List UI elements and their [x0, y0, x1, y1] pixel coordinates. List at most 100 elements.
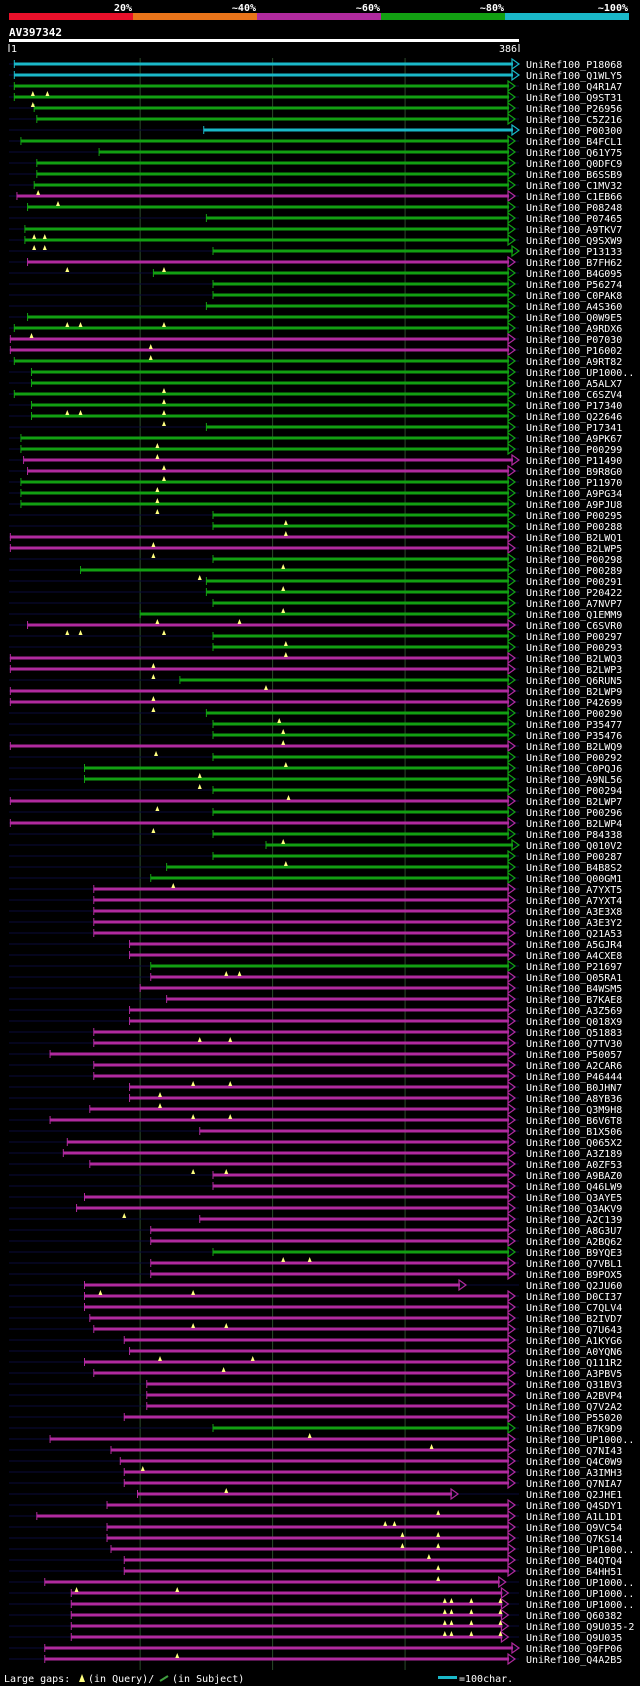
- hit-label[interactable]: UniRef100_P00294: [526, 786, 622, 797]
- hit-row[interactable]: UniRef100_A5ALX7: [9, 376, 622, 390]
- hit-label[interactable]: UniRef100_Q010V2: [526, 841, 622, 852]
- hit-label[interactable]: UniRef100_Q00GM1: [526, 874, 622, 885]
- hit-label[interactable]: UniRef100_Q7TV30: [526, 1039, 622, 1050]
- hit-label[interactable]: UniRef100_B9YQE3: [526, 1248, 622, 1259]
- hit-label[interactable]: UniRef100_P07465: [526, 214, 622, 225]
- hit-label[interactable]: UniRef100_B2LWQ9: [526, 742, 622, 753]
- hit-row[interactable]: UniRef100_Q7VBL1: [9, 1256, 622, 1270]
- hit-label[interactable]: UniRef100_UP1000..: [526, 1600, 634, 1611]
- hit-label[interactable]: UniRef100_B4FCL1: [526, 137, 622, 148]
- hit-row[interactable]: UniRef100_Q111R2: [9, 1355, 622, 1369]
- hit-label[interactable]: UniRef100_P17340: [526, 401, 622, 412]
- hit-label[interactable]: UniRef100_A1L1D1: [526, 1512, 622, 1523]
- hit-label[interactable]: UniRef100_Q61Y75: [526, 148, 622, 159]
- hit-row[interactable]: UniRef100_B6SSB9: [9, 167, 622, 181]
- hit-row[interactable]: UniRef100_P35477: [9, 717, 622, 731]
- hit-row[interactable]: UniRef100_Q2JU60: [9, 1278, 622, 1292]
- hit-label[interactable]: UniRef100_A2CAR6: [526, 1061, 622, 1072]
- hit-row[interactable]: UniRef100_Q9U035: [9, 1630, 622, 1644]
- hit-row[interactable]: UniRef100_Q9ST31: [9, 90, 622, 104]
- hit-label[interactable]: UniRef100_A2BQ62: [526, 1237, 622, 1248]
- hit-row[interactable]: UniRef100_B2LWP9: [9, 684, 622, 698]
- hit-label[interactable]: UniRef100_P16002: [526, 346, 622, 357]
- hit-label[interactable]: UniRef100_P00288: [526, 522, 622, 533]
- hit-row[interactable]: UniRef100_B7KAE8: [9, 992, 622, 1006]
- hit-row[interactable]: UniRef100_P17341: [9, 420, 622, 434]
- hit-row[interactable]: UniRef100_UP1000..: [9, 1542, 634, 1556]
- hit-row[interactable]: UniRef100_C5Z216: [9, 112, 622, 126]
- hit-row[interactable]: UniRef100_A2CAR6: [9, 1058, 622, 1072]
- hit-label[interactable]: UniRef100_B6V6T8: [526, 1116, 622, 1127]
- hit-row[interactable]: UniRef100_B2LWQ9: [9, 739, 622, 753]
- hit-label[interactable]: UniRef100_P00291: [526, 577, 622, 588]
- hit-row[interactable]: UniRef100_Q3AKV9: [9, 1201, 622, 1215]
- hit-label[interactable]: UniRef100_B7K9D9: [526, 1424, 622, 1435]
- hit-row[interactable]: UniRef100_C1MV32: [9, 178, 622, 192]
- hit-row[interactable]: UniRef100_A7YXT5: [9, 882, 622, 896]
- hit-row[interactable]: UniRef100_B4QTQ4: [9, 1553, 622, 1567]
- hit-row[interactable]: UniRef100_UP1000..: [9, 1575, 634, 1589]
- hit-label[interactable]: UniRef100_A5ALX7: [526, 379, 622, 390]
- hit-label[interactable]: UniRef100_A8G3U7: [526, 1226, 622, 1237]
- hit-row[interactable]: UniRef100_A2C139: [9, 1212, 622, 1226]
- hit-label[interactable]: UniRef100_A3IMH3: [526, 1468, 622, 1479]
- hit-label[interactable]: UniRef100_Q0W9E5: [526, 313, 622, 324]
- hit-row[interactable]: UniRef100_Q7NIA7: [9, 1476, 622, 1490]
- hit-label[interactable]: UniRef100_P35477: [526, 720, 622, 731]
- hit-row[interactable]: UniRef100_B2IVD7: [9, 1311, 622, 1325]
- hit-row[interactable]: UniRef100_B2LWP3: [9, 662, 622, 676]
- hit-label[interactable]: UniRef100_A9PJU8: [526, 500, 622, 511]
- hit-row[interactable]: UniRef100_P00289: [9, 563, 622, 577]
- hit-row[interactable]: UniRef100_Q9SXW9: [9, 233, 622, 247]
- hit-row[interactable]: UniRef100_Q7U643: [9, 1322, 622, 1336]
- hit-row[interactable]: UniRef100_Q0DFC9: [9, 156, 622, 170]
- hit-row[interactable]: UniRef100_Q010V2: [9, 838, 622, 852]
- hit-row[interactable]: UniRef100_Q018X9: [9, 1014, 622, 1028]
- hit-label[interactable]: UniRef100_UP1000..: [526, 1545, 634, 1556]
- hit-row[interactable]: UniRef100_A4CXE8: [9, 948, 622, 962]
- hit-row[interactable]: UniRef100_A0ZF53: [9, 1157, 622, 1171]
- hit-row[interactable]: UniRef100_P00292: [9, 750, 622, 764]
- hit-label[interactable]: UniRef100_UP1000..: [526, 368, 634, 379]
- hit-row[interactable]: UniRef100_B4B8S2: [9, 860, 622, 874]
- hit-row[interactable]: UniRef100_Q7V2A2: [9, 1399, 622, 1413]
- hit-label[interactable]: UniRef100_C6SVR0: [526, 621, 622, 632]
- hit-row[interactable]: UniRef100_B1X506: [9, 1124, 622, 1138]
- hit-label[interactable]: UniRef100_Q2JU60: [526, 1281, 622, 1292]
- hit-label[interactable]: UniRef100_Q7V2A2: [526, 1402, 622, 1413]
- hit-row[interactable]: UniRef100_B9R8G0: [9, 464, 622, 478]
- hit-row[interactable]: UniRef100_P50057: [9, 1047, 622, 1061]
- hit-row[interactable]: UniRef100_P00300: [9, 123, 622, 137]
- hit-row[interactable]: UniRef100_Q2JHE1: [9, 1487, 622, 1501]
- hit-label[interactable]: UniRef100_A0YQN6: [526, 1347, 622, 1358]
- hit-label[interactable]: UniRef100_A3PBV5: [526, 1369, 622, 1380]
- hit-row[interactable]: UniRef100_Q0W9E5: [9, 310, 622, 324]
- hit-label[interactable]: UniRef100_Q9FP06: [526, 1644, 622, 1655]
- hit-row[interactable]: UniRef100_Q00GM1: [9, 871, 622, 885]
- hit-label[interactable]: UniRef100_P21697: [526, 962, 622, 973]
- hit-label[interactable]: UniRef100_P07030: [526, 335, 622, 346]
- hit-row[interactable]: UniRef100_A9NL56: [9, 772, 622, 786]
- hit-row[interactable]: UniRef100_B2LWQ3: [9, 651, 622, 665]
- hit-row[interactable]: UniRef100_B9YQE3: [9, 1245, 622, 1259]
- hit-row[interactable]: UniRef100_A9PJU8: [9, 497, 622, 511]
- hit-label[interactable]: UniRef100_A9TKV7: [526, 225, 622, 236]
- hit-label[interactable]: UniRef100_B2LWP3: [526, 665, 622, 676]
- hit-label[interactable]: UniRef100_P00299: [526, 445, 622, 456]
- hit-row[interactable]: UniRef100_C6SVR0: [9, 618, 622, 632]
- hit-row[interactable]: UniRef100_Q60382: [9, 1608, 622, 1622]
- hit-label[interactable]: UniRef100_B2LWQ1: [526, 533, 622, 544]
- hit-row[interactable]: UniRef100_Q4R1A7: [9, 79, 622, 93]
- hit-label[interactable]: UniRef100_C7QLV4: [526, 1303, 622, 1314]
- hit-row[interactable]: UniRef100_C6SZV4: [9, 387, 622, 401]
- hit-row[interactable]: UniRef100_P07030: [9, 332, 622, 346]
- hit-label[interactable]: UniRef100_UP1000..: [526, 1435, 634, 1446]
- hit-row[interactable]: UniRef100_A3E3X8: [9, 904, 622, 918]
- hit-row[interactable]: UniRef100_P21697: [9, 959, 622, 973]
- hit-label[interactable]: UniRef100_C0PAK8: [526, 291, 622, 302]
- hit-row[interactable]: UniRef100_B9POX5: [9, 1267, 622, 1281]
- hit-label[interactable]: UniRef100_P35476: [526, 731, 622, 742]
- hit-label[interactable]: UniRef100_B4QTQ4: [526, 1556, 622, 1567]
- hit-label[interactable]: UniRef100_Q4R1A7: [526, 82, 622, 93]
- hit-label[interactable]: UniRef100_UP1000..: [526, 1589, 634, 1600]
